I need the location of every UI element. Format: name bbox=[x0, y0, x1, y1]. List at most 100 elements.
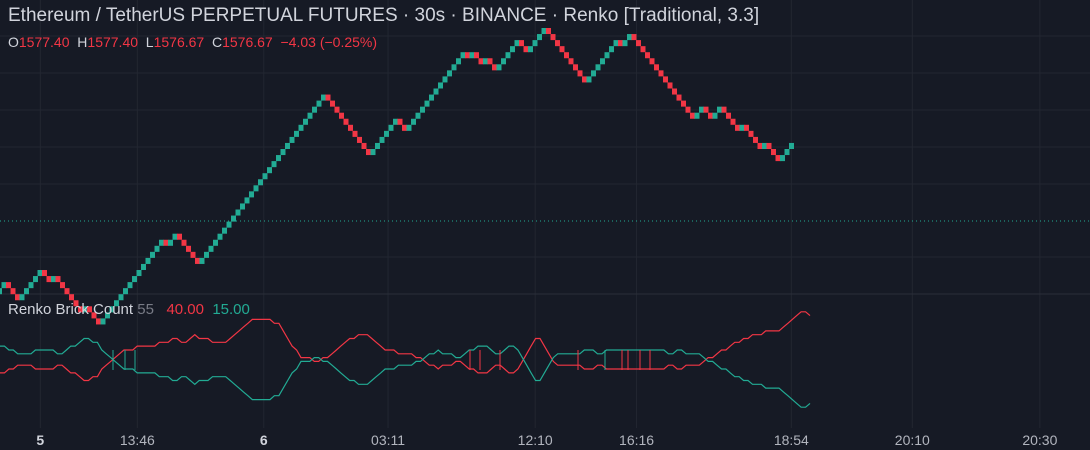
renko-brick bbox=[613, 40, 619, 47]
time-tick-label: 20:10 bbox=[895, 432, 930, 448]
renko-brick bbox=[694, 112, 700, 119]
renko-brick bbox=[235, 209, 241, 216]
renko-brick bbox=[55, 276, 61, 283]
open-value: 1577.40 bbox=[18, 34, 70, 50]
renko-brick bbox=[636, 40, 641, 47]
renko-brick bbox=[784, 149, 790, 156]
time-tick-label: 6 bbox=[260, 432, 268, 448]
renko-brick bbox=[132, 276, 137, 283]
high-value: 1577.40 bbox=[87, 34, 139, 50]
renko-brick bbox=[10, 288, 16, 295]
brick-count-line-red bbox=[0, 311, 811, 382]
renko-brick bbox=[357, 136, 362, 143]
renko-brick bbox=[433, 88, 439, 95]
renko-brick bbox=[19, 294, 25, 301]
renko-brick bbox=[150, 251, 155, 258]
renko-brick bbox=[564, 52, 569, 59]
renko-brick bbox=[780, 155, 785, 162]
renko-brick bbox=[190, 251, 196, 258]
renko-brick bbox=[177, 233, 182, 240]
renko-brick bbox=[361, 142, 367, 149]
renko-brick bbox=[181, 239, 187, 246]
renko-brick bbox=[681, 100, 686, 107]
renko-brick bbox=[523, 46, 529, 53]
renko-brick bbox=[753, 136, 758, 143]
renko-brick bbox=[595, 64, 601, 71]
renko-brick bbox=[730, 118, 736, 125]
renko-brick bbox=[654, 64, 659, 71]
renko-brick bbox=[253, 185, 259, 192]
renko-brick bbox=[532, 40, 538, 47]
renko-brick bbox=[82, 306, 88, 313]
renko-brick bbox=[307, 112, 313, 119]
renko-brick bbox=[469, 52, 475, 59]
renko-brick bbox=[393, 118, 398, 125]
renko-brick bbox=[492, 64, 497, 71]
renko-brick bbox=[622, 40, 628, 47]
renko-brick bbox=[91, 312, 97, 319]
renko-brick bbox=[0, 288, 2, 295]
renko-brick bbox=[330, 100, 335, 107]
renko-brick bbox=[379, 136, 385, 143]
renko-brick bbox=[46, 276, 52, 283]
renko-brick bbox=[244, 197, 250, 204]
renko-brick bbox=[42, 270, 47, 277]
renko-brick bbox=[154, 245, 160, 252]
indicator-legend[interactable]: Renko Brick Count 55 40.00 15.00 bbox=[8, 301, 250, 318]
renko-brick bbox=[483, 58, 488, 65]
renko-brick bbox=[766, 142, 772, 149]
renko-brick bbox=[519, 40, 524, 47]
renko-brick bbox=[627, 34, 632, 41]
renko-brick bbox=[559, 46, 565, 53]
renko-brick bbox=[226, 221, 232, 228]
renko-brick bbox=[262, 173, 268, 180]
renko-brick bbox=[528, 46, 533, 53]
renko-brick bbox=[271, 161, 277, 168]
renko-brick bbox=[186, 245, 191, 252]
renko-brick bbox=[721, 106, 727, 113]
renko-brick bbox=[717, 106, 722, 113]
renko-brick bbox=[384, 130, 389, 137]
renko-brick bbox=[663, 76, 668, 83]
renko-brick bbox=[775, 155, 781, 162]
renko-brick bbox=[474, 52, 479, 59]
renko-brick bbox=[424, 100, 430, 107]
renko-brick bbox=[294, 130, 299, 137]
time-tick-label: 03:11 bbox=[371, 432, 405, 448]
renko-brick bbox=[370, 149, 376, 156]
renko-brick bbox=[658, 70, 664, 77]
renko-brick bbox=[451, 64, 457, 71]
renko-brick bbox=[676, 94, 682, 101]
renko-brick bbox=[28, 282, 34, 289]
renko-brick bbox=[744, 124, 749, 131]
renko-brick bbox=[267, 167, 272, 174]
renko-brick bbox=[222, 227, 227, 234]
renko-brick bbox=[573, 64, 578, 71]
renko-brick bbox=[6, 282, 11, 289]
renko-brick bbox=[618, 40, 623, 47]
renko-brick bbox=[15, 294, 20, 301]
renko-brick bbox=[667, 82, 673, 89]
renko-brick bbox=[397, 118, 403, 125]
renko-brick bbox=[789, 142, 794, 149]
renko-brick bbox=[771, 149, 776, 156]
renko-brick bbox=[339, 112, 344, 119]
renko-brick bbox=[442, 76, 448, 83]
renko-brick bbox=[487, 58, 493, 65]
renko-brick bbox=[69, 294, 74, 301]
renko-brick bbox=[51, 276, 56, 283]
renko-brick bbox=[316, 100, 322, 107]
renko-brick bbox=[168, 239, 173, 246]
renko-brick bbox=[114, 300, 119, 307]
renko-brick bbox=[645, 52, 650, 59]
renko-brick bbox=[748, 130, 754, 137]
renko-brick bbox=[478, 58, 484, 65]
renko-brick bbox=[411, 118, 416, 125]
renko-brick bbox=[375, 142, 380, 149]
renko-brick bbox=[604, 52, 610, 59]
renko-brick bbox=[690, 112, 695, 119]
renko-brick bbox=[37, 270, 43, 277]
renko-brick bbox=[145, 257, 151, 264]
renko-brick bbox=[672, 88, 677, 95]
